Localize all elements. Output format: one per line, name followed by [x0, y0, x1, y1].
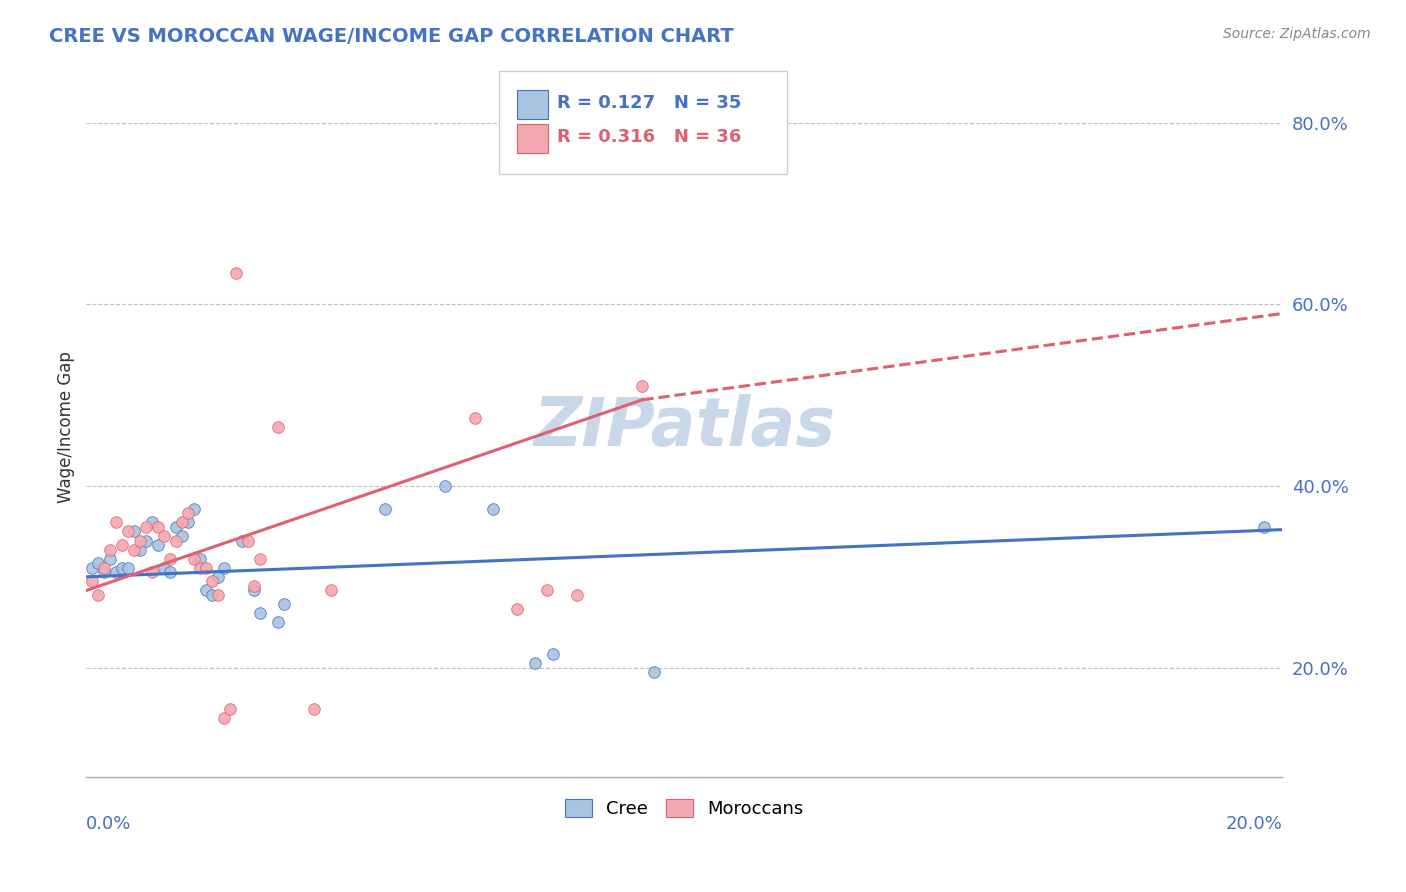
Point [1253, 520, 1275, 534]
Point [98, 542, 121, 557]
Point [523, 656, 546, 670]
Legend: Cree, Moroccans: Cree, Moroccans [555, 789, 813, 827]
Text: Source: ZipAtlas.com: Source: ZipAtlas.com [1223, 27, 1371, 41]
Point [643, 665, 665, 680]
Point [374, 501, 396, 516]
Point [249, 606, 271, 620]
Point [122, 524, 145, 539]
Point [321, 583, 343, 598]
Point [631, 379, 654, 393]
Point [117, 561, 139, 575]
Text: R = 0.127   N = 35: R = 0.127 N = 35 [557, 95, 741, 112]
Point [165, 533, 187, 548]
Point [177, 506, 200, 520]
Point [266, 420, 288, 434]
Point [201, 588, 224, 602]
Point [302, 701, 325, 715]
Point [117, 524, 139, 539]
Point [146, 538, 169, 552]
Point [98, 551, 121, 566]
Point [93, 561, 115, 575]
Point [135, 533, 157, 548]
Point [201, 574, 224, 589]
Point [87, 588, 110, 602]
Point [188, 561, 211, 575]
Point [506, 601, 529, 615]
Point [266, 615, 288, 630]
Point [194, 583, 217, 598]
Point [536, 583, 558, 598]
Point [183, 501, 205, 516]
Point [194, 561, 217, 575]
Point [464, 411, 486, 425]
Point [225, 266, 247, 280]
Point [82, 574, 104, 589]
Point [207, 588, 229, 602]
Text: ZIPatlas: ZIPatlas [533, 394, 835, 460]
Point [565, 588, 588, 602]
Point [242, 583, 264, 598]
Point [141, 566, 163, 580]
Text: R = 0.316   N = 36: R = 0.316 N = 36 [557, 128, 741, 146]
Point [93, 566, 115, 580]
Point [170, 529, 193, 543]
Point [482, 501, 505, 516]
Point [273, 597, 295, 611]
Point [159, 551, 181, 566]
Point [165, 520, 187, 534]
Point [177, 516, 200, 530]
Point [105, 516, 128, 530]
Point [153, 561, 176, 575]
Point [153, 529, 176, 543]
Point [249, 551, 271, 566]
Point [231, 533, 253, 548]
Point [111, 561, 134, 575]
Point [122, 542, 145, 557]
Point [170, 516, 193, 530]
Point [87, 556, 110, 570]
Point [183, 551, 205, 566]
Point [218, 701, 240, 715]
Point [236, 533, 259, 548]
Point [82, 561, 104, 575]
Point [212, 561, 235, 575]
Point [188, 551, 211, 566]
Y-axis label: Wage/Income Gap: Wage/Income Gap [58, 351, 75, 503]
Point [141, 516, 163, 530]
Text: 0.0%: 0.0% [86, 815, 132, 833]
Point [135, 520, 157, 534]
Point [541, 647, 564, 661]
Point [242, 579, 264, 593]
Text: 20.0%: 20.0% [1226, 815, 1282, 833]
Point [129, 533, 152, 548]
Point [212, 710, 235, 724]
Text: CREE VS MOROCCAN WAGE/INCOME GAP CORRELATION CHART: CREE VS MOROCCAN WAGE/INCOME GAP CORRELA… [49, 27, 734, 45]
Point [105, 566, 128, 580]
Point [207, 570, 229, 584]
Point [434, 479, 457, 493]
Point [146, 520, 169, 534]
Point [111, 538, 134, 552]
Point [159, 566, 181, 580]
Point [129, 542, 152, 557]
